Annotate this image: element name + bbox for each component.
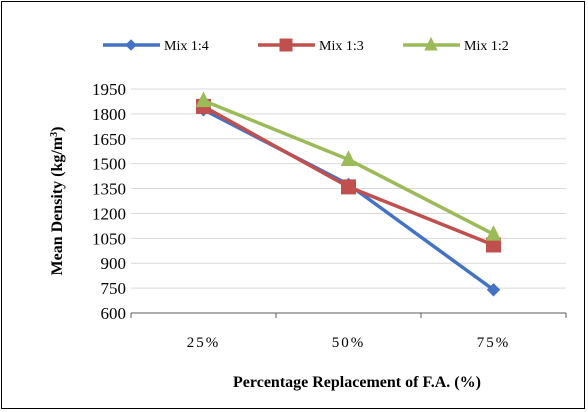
data-point-2-2 — [485, 225, 502, 241]
y-tick-label-750: 750 — [101, 279, 127, 298]
y-axis-title: Mean Density (kg/m3) — [49, 127, 67, 276]
y-tick-label-1500: 1500 — [92, 155, 126, 174]
y-axis-title-close: ) — [49, 127, 66, 132]
legend-marker-2 — [424, 36, 438, 51]
y-axis-title-superscript: 3 — [49, 132, 60, 137]
x-tick-label-1: 50% — [332, 335, 366, 351]
y-tick-label-900: 900 — [101, 254, 127, 273]
data-point-2-1 — [340, 150, 357, 167]
series-line-1 — [202, 104, 495, 247]
y-tick-label-1200: 1200 — [92, 204, 126, 223]
legend-label-2: Mix 1:2 — [464, 39, 509, 54]
data-point-0-2 — [486, 283, 501, 297]
legend: Mix 1:4 Mix 1:3 Mix 1:2 — [103, 36, 509, 54]
data-point-1-1 — [341, 179, 356, 195]
x-tick-label-0: 25% — [187, 335, 221, 351]
gridlines — [131, 88, 566, 314]
y-tick-label-600: 600 — [101, 304, 127, 323]
y-tick-label-1050: 1050 — [92, 229, 126, 248]
legend-marker-0 — [125, 39, 137, 51]
y-tick-label-1800: 1800 — [92, 105, 126, 124]
y-axis-title-main: Mean Density (kg/m — [49, 136, 66, 275]
series-lines — [195, 91, 502, 297]
y-tick-label-1650: 1650 — [92, 130, 126, 149]
x-axis-title: Percentage Replacement of F.A. (%) — [233, 374, 481, 391]
legend-marker-1 — [279, 38, 293, 52]
series-line-2 — [202, 98, 495, 236]
y-tick-label-1950: 1950 — [92, 80, 126, 99]
legend-label-1: Mix 1:3 — [319, 39, 364, 54]
x-tick-label-2: 75% — [477, 335, 511, 351]
data-point-2-0 — [195, 91, 212, 108]
axes: 600 750 900 1050 1200 1350 1500 1650 1800 1950 25%… — [92, 80, 567, 351]
y-tick-label-1350: 1350 — [92, 180, 126, 199]
legend-label-0: Mix 1:4 — [164, 39, 209, 54]
